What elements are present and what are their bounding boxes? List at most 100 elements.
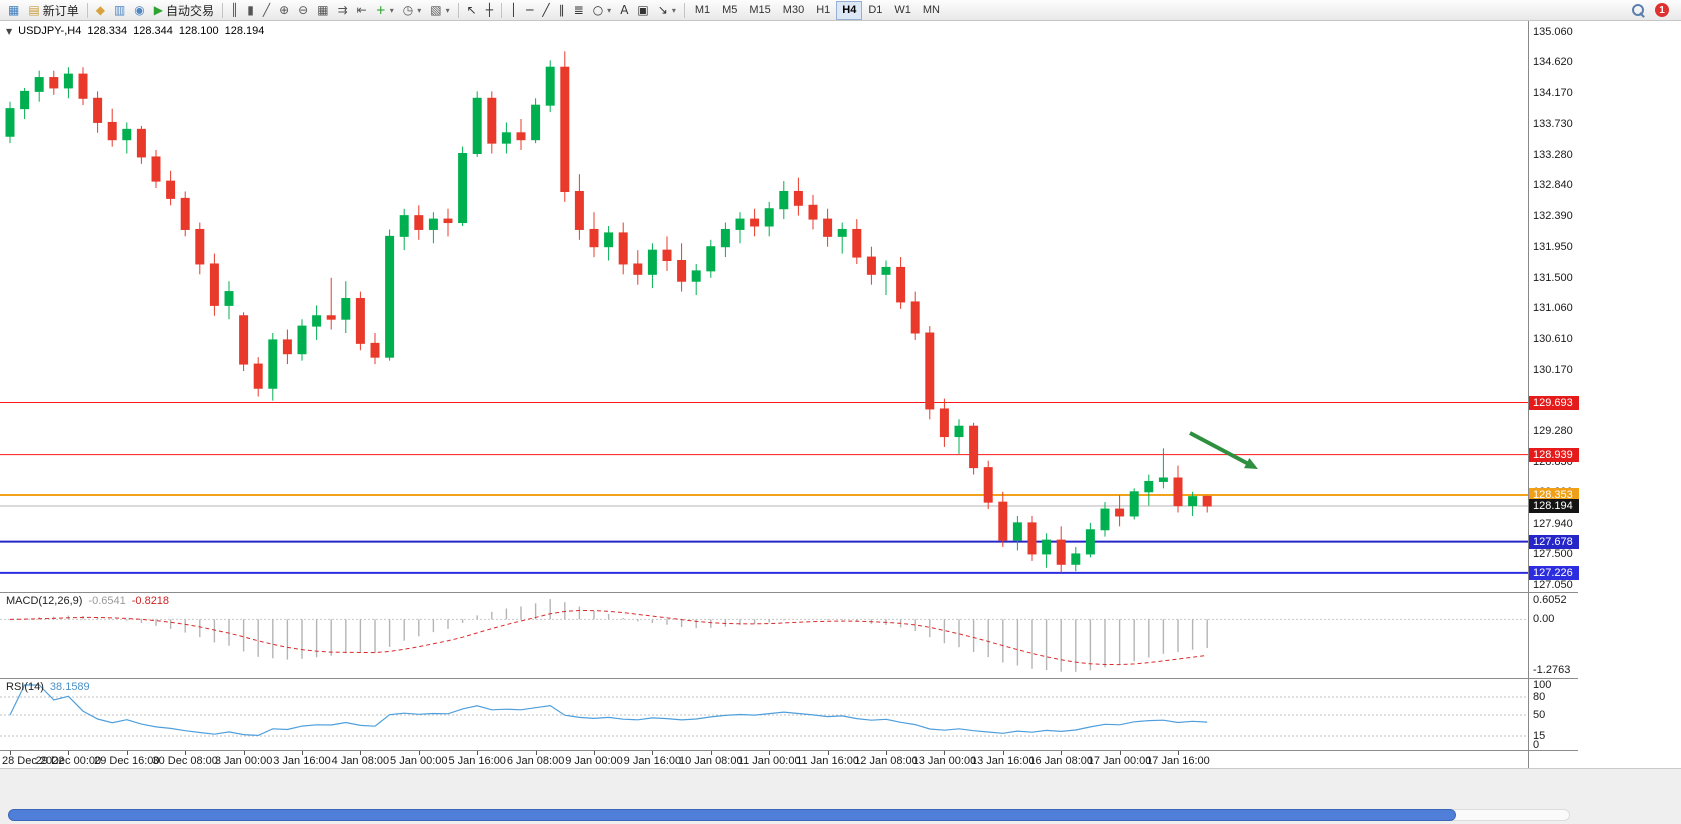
price-axis-label: 133.730	[1533, 117, 1573, 130]
candle-body	[428, 218, 438, 230]
time-tick	[1178, 751, 1179, 755]
macd-panel[interactable]	[0, 593, 1528, 678]
text-label-button[interactable]: ▣	[633, 1, 652, 20]
time-axis-label: 11 Jan 00:00	[737, 755, 801, 767]
arrows-button[interactable]: ↘ ▾	[654, 1, 680, 20]
auto-scroll-button[interactable]: ⇉	[334, 1, 352, 20]
candle-body	[604, 232, 614, 248]
shapes-button[interactable]: ○ ▾	[589, 1, 616, 20]
candle-body	[1188, 496, 1198, 507]
price-axis-label: 133.280	[1533, 148, 1573, 161]
candle-body	[399, 215, 409, 237]
zoom-out-button[interactable]: ⊖	[294, 1, 312, 20]
candle-body	[954, 425, 964, 438]
timeframe-m1-button[interactable]: M1	[689, 1, 716, 20]
chart-symbol-period: USDJPY-,H4	[18, 25, 82, 37]
timeframe-mn-button[interactable]: MN	[917, 1, 946, 20]
candle-body	[370, 342, 380, 358]
price-badge-128.353: 128.353	[1529, 488, 1579, 503]
crosshair-button[interactable]: ┼	[482, 1, 497, 20]
macd-name: MACD(12,26,9)	[6, 595, 83, 607]
cursor-button[interactable]: ↖	[463, 1, 481, 20]
candle-body	[837, 228, 847, 237]
toolbar-separator	[683, 2, 685, 18]
time-axis-label: 16 Jan 08:00	[1029, 755, 1093, 767]
timeframe-m5-button[interactable]: M5	[716, 1, 743, 20]
candle-body	[63, 73, 73, 89]
candle-body	[983, 467, 993, 503]
add-indicator-button[interactable]: + ▾	[372, 1, 398, 20]
rsi-panel[interactable]	[0, 679, 1528, 750]
data-window-button[interactable]: ◉	[130, 1, 148, 20]
trendline-button[interactable]: ╱	[538, 1, 553, 20]
new-chart-button[interactable]: ▦	[4, 1, 23, 20]
tile-windows-button[interactable]: ▦	[313, 1, 332, 20]
chart-line-button[interactable]: ╱	[259, 1, 274, 20]
price-axis-label: 134.170	[1533, 87, 1573, 100]
candle-body	[589, 228, 599, 248]
timeframe-w1-button[interactable]: W1	[888, 1, 917, 20]
market-watch-button[interactable]: ▥	[110, 1, 129, 20]
price-axis-label: 132.390	[1533, 210, 1573, 223]
timeframe-h1-button[interactable]: H1	[810, 1, 836, 20]
chart-bars-button[interactable]: ║	[227, 1, 242, 20]
channel-button[interactable]: ∥	[555, 1, 569, 20]
time-axis-label: 5 Jan 00:00	[390, 755, 448, 767]
auto-scroll-icon: ⇉	[337, 3, 348, 17]
price-badge-127.678: 127.678	[1529, 534, 1579, 549]
chevron-down-icon: ▾	[417, 5, 422, 15]
new-chart-icon: ▦	[8, 3, 20, 17]
chart-shift-icon: ⇤	[356, 3, 367, 17]
timeframe-m30-button[interactable]: M30	[777, 1, 810, 20]
time-tick	[652, 751, 654, 755]
candle-body	[1042, 539, 1052, 555]
auto-trading-button[interactable]: ▶ 自动交易	[150, 1, 218, 20]
chart-candles-button[interactable]: ▮	[243, 1, 258, 20]
candle-body	[385, 235, 395, 358]
toolbar-separator	[500, 2, 502, 18]
periods-button[interactable]: ◷ ▾	[399, 1, 426, 20]
trend-arrow-annotation[interactable]	[1189, 431, 1252, 468]
one-click-collapse-button[interactable]: ▼	[6, 26, 13, 36]
candle-body	[355, 297, 365, 344]
add-indicator-icon: +	[375, 3, 386, 17]
horizontal-line-button[interactable]: ─	[522, 1, 537, 20]
time-axis-label: 17 Jan 00:00	[1087, 755, 1152, 767]
price-axis-label: 131.060	[1533, 302, 1573, 315]
notification-badge[interactable]: 1	[1655, 3, 1669, 17]
timeframe-d1-button[interactable]: D1	[862, 1, 888, 20]
rsi-value: 38.1589	[49, 681, 90, 693]
main-price-chart[interactable]	[0, 21, 1528, 592]
candle-body	[677, 260, 687, 282]
search-icon[interactable]	[1632, 3, 1645, 17]
templates-button[interactable]: ▧ ▾	[426, 1, 453, 20]
timeframe-h4-button[interactable]: H4	[836, 0, 863, 20]
chart-shift-button[interactable]: ⇤	[353, 1, 371, 20]
zoom-in-button[interactable]: ⊕	[275, 1, 293, 20]
time-tick	[594, 751, 595, 755]
candle-body	[472, 97, 482, 155]
toolbar-right: 1	[1632, 3, 1669, 17]
symbols-button[interactable]: ◆	[92, 1, 109, 20]
timeframe-m15-button[interactable]: M15	[743, 1, 776, 20]
time-tick	[477, 751, 479, 755]
rsi-panel-separator[interactable]	[0, 678, 1578, 679]
candle-body	[574, 190, 584, 230]
macd-panel-separator[interactable]	[0, 592, 1578, 593]
macd-signal-value: -0.8218	[131, 595, 170, 607]
fibonacci-button[interactable]: ≣	[570, 1, 588, 20]
time-tick	[1002, 751, 1004, 755]
scrollbar-thumb[interactable]	[8, 809, 1456, 821]
chart-title: ▼ USDJPY-,H4 128.334 128.344 128.100 128…	[6, 25, 264, 37]
trend-arrow-head[interactable]	[1244, 457, 1258, 469]
crosshair-icon: ┼	[485, 3, 493, 17]
time-axis-label: 17 Jan 16:00	[1146, 755, 1210, 767]
text-button[interactable]: A	[616, 1, 632, 20]
vertical-line-button[interactable]: │	[506, 1, 521, 20]
candle-body	[998, 501, 1008, 541]
trendline-icon: ╱	[542, 3, 550, 17]
candle-body	[545, 66, 555, 106]
new-order-button[interactable]: ▤ 新订单	[24, 1, 82, 20]
fibonacci-icon: ≣	[573, 3, 584, 17]
candle-body	[1071, 553, 1081, 565]
